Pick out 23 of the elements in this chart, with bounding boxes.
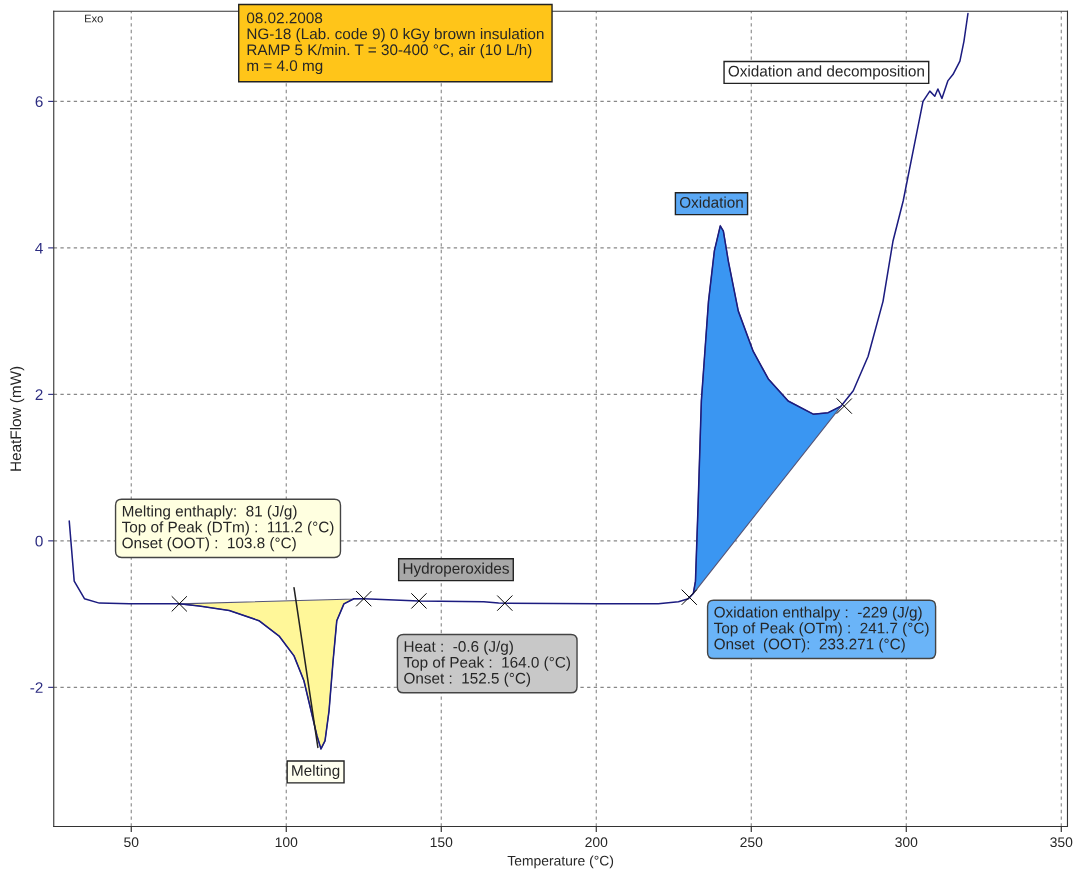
annotation: Exo: [85, 14, 103, 23]
x-tick-label: 100: [275, 837, 298, 848]
annotation: Oxidation and decomposition: [728, 65, 924, 80]
annotation: Oxidation: [679, 196, 743, 208]
y-tick-label: -2: [30, 682, 43, 693]
annotation: Heat : -0.6 (J/g) Top of Peak : 164.0 (°C) Onset : 152.5 (°C): [403, 640, 570, 687]
annotation: 08.02.2008 NG-18 (Lab. code 9) 0 kGy brown insulation RAMP 5 K/min. T = 30-400 °C, air (10 L/h) m = 4.0 mg: [246, 12, 544, 75]
y-tick-label: 4: [35, 242, 43, 254]
annotation: Melting: [292, 764, 340, 779]
x-tick-label: 50: [124, 837, 139, 848]
x-tick-label: 300: [895, 837, 918, 848]
y-tick-label: 2: [35, 389, 43, 400]
y-tick-label: 0: [35, 535, 43, 547]
x-axis-title: Temperature (°C): [507, 855, 614, 869]
x-tick-label: 250: [740, 837, 763, 848]
x-tick-label: 150: [430, 837, 453, 848]
x-tick-label: 200: [585, 837, 608, 848]
annotation: Melting enthaply: 81 (J/g) Top of Peak (DTm) : 111.2 (°C) Onset (OOT) : 103.8 (°C): [122, 505, 334, 552]
x-tick-label: 350: [1050, 837, 1073, 848]
y-axis-title: HeatFlow (mW): [9, 366, 25, 471]
y-tick-label: 6: [35, 96, 43, 108]
annotation: Hydroperoxides: [403, 562, 509, 577]
annotation: Oxidation enthalpy : -229 (J/g) Top of Peak (OTm) : 241.7 (°C) Onset (OOT): 233.271 (°C): [714, 606, 929, 653]
